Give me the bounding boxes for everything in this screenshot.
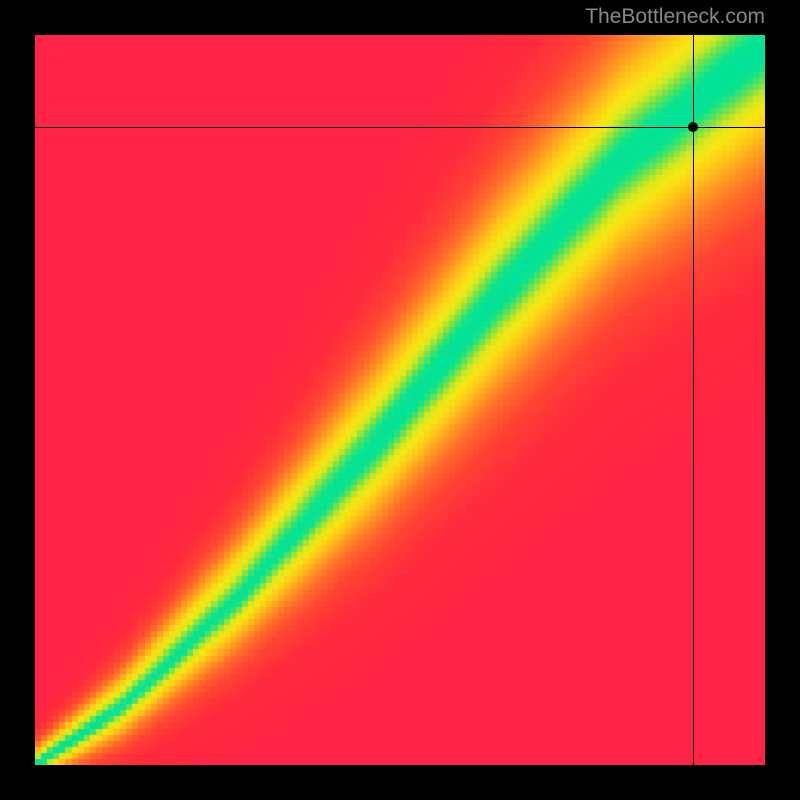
crosshair-vertical <box>693 35 694 765</box>
heatmap-canvas <box>35 35 765 765</box>
crosshair-marker <box>688 122 698 132</box>
bottleneck-heatmap <box>35 35 765 765</box>
crosshair-horizontal <box>35 127 765 128</box>
watermark-text: TheBottleneck.com <box>585 5 765 29</box>
